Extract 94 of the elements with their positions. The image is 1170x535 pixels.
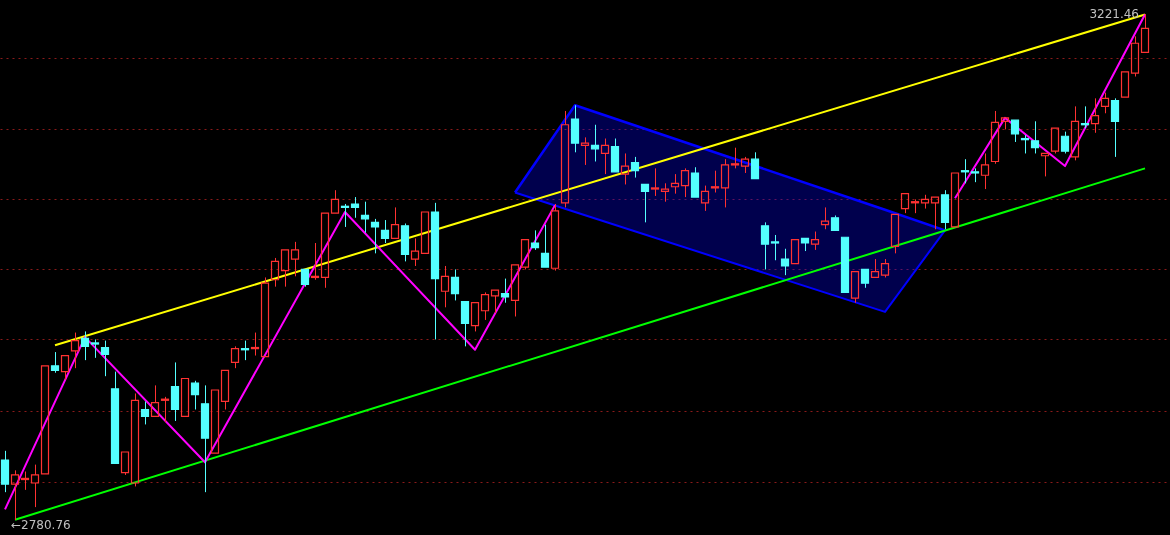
candlestick <box>830 214 840 231</box>
candlestick <box>1110 97 1120 158</box>
candlestick <box>750 151 760 180</box>
candlestick <box>1010 119 1020 143</box>
candlestick <box>800 237 810 252</box>
candlestick <box>670 173 680 195</box>
candlestick <box>280 249 290 288</box>
candlestick <box>150 384 160 417</box>
candlestick <box>620 152 630 185</box>
candlestick <box>720 158 730 208</box>
candlestick <box>60 354 70 381</box>
candlestick <box>780 248 790 276</box>
candlestick <box>810 231 820 251</box>
candlestick <box>840 236 850 293</box>
candlestick <box>220 369 230 410</box>
candlestick <box>50 351 60 374</box>
candlestick <box>860 268 870 289</box>
candlestick <box>930 196 940 230</box>
candlestick <box>550 203 560 272</box>
candlestick <box>1140 13 1150 54</box>
candlestick <box>870 258 880 279</box>
candlestick <box>730 147 740 169</box>
candlestick <box>300 268 310 288</box>
annotation: ←2780.76 <box>11 518 71 532</box>
candlestick <box>360 201 370 234</box>
candlestick <box>400 223 410 262</box>
candlestick <box>980 152 990 190</box>
candlestick <box>290 241 300 277</box>
candlestick <box>40 365 50 475</box>
candlestick <box>570 104 580 153</box>
candlestick <box>370 218 380 254</box>
candlestick <box>790 238 800 265</box>
candlestick <box>510 264 520 317</box>
candlestick <box>0 450 10 493</box>
candlestick <box>610 138 620 173</box>
candlestick <box>90 338 100 359</box>
candlestick <box>130 392 140 487</box>
candlestick <box>760 221 770 270</box>
candlestick <box>320 212 330 289</box>
candlestick <box>650 167 660 197</box>
candlestick <box>890 213 900 254</box>
candlestick <box>740 156 750 174</box>
candlestick <box>1050 127 1060 154</box>
candlestick <box>690 166 700 198</box>
candlestick <box>420 211 430 254</box>
annotation: 3221.46 <box>1089 7 1139 21</box>
candlestick <box>770 234 780 261</box>
candlestick <box>970 167 980 183</box>
candlestick <box>590 124 600 162</box>
candlestick <box>460 300 470 347</box>
candlestick <box>260 276 270 358</box>
candlestick <box>170 361 180 422</box>
candlestick <box>490 289 500 314</box>
candlestick <box>230 345 240 369</box>
candlestick <box>80 330 90 361</box>
candlestick <box>990 110 1000 165</box>
candlestick <box>70 332 80 369</box>
candlestick <box>30 464 40 508</box>
candlestick <box>520 238 530 270</box>
candlestick <box>1090 97 1100 134</box>
candlestick <box>630 156 640 179</box>
candlestick <box>440 265 450 308</box>
candlestick <box>210 389 220 454</box>
candlestick <box>200 384 210 493</box>
candlestick <box>390 206 400 240</box>
candlestick <box>950 172 960 228</box>
candlestick <box>190 380 200 410</box>
candlestick <box>500 278 510 304</box>
candlestick <box>330 189 340 214</box>
candlestick <box>850 271 860 304</box>
candlestick <box>1070 105 1080 161</box>
candlestick <box>640 183 650 223</box>
candlestick <box>110 371 120 465</box>
candlestick <box>430 202 440 340</box>
candlestick <box>580 136 590 166</box>
candlestick <box>410 237 420 267</box>
candlestick <box>1040 152 1050 177</box>
candlestick <box>1000 117 1010 130</box>
candlestick <box>660 182 670 203</box>
candlestick <box>530 229 540 251</box>
candlestick <box>1130 35 1140 78</box>
candlestick <box>380 219 390 244</box>
candlestick <box>10 469 20 521</box>
candlestick <box>540 224 550 268</box>
candlestick <box>680 167 690 198</box>
candlestick <box>140 400 150 425</box>
candlestick <box>880 258 890 278</box>
candlestick <box>120 451 130 476</box>
candlestick <box>180 377 190 417</box>
candlestick <box>270 257 280 288</box>
candlestick <box>1120 71 1130 98</box>
candlestick <box>350 196 360 219</box>
candlestick <box>480 291 490 321</box>
candlestick <box>940 189 950 230</box>
